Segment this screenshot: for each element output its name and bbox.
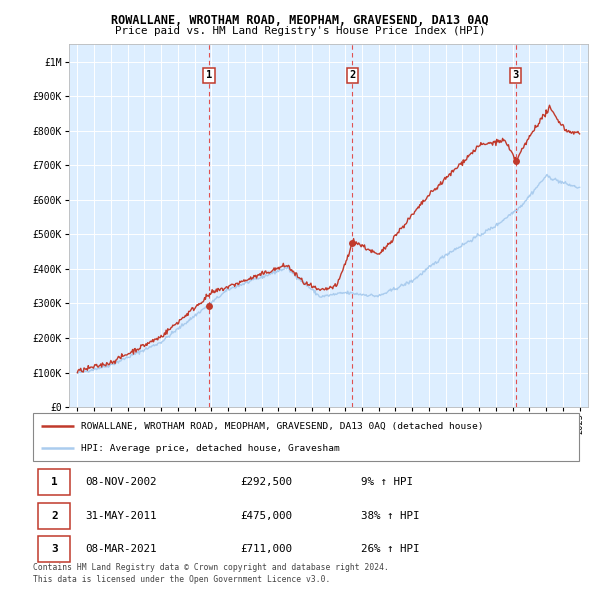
Text: This data is licensed under the Open Government Licence v3.0.: This data is licensed under the Open Gov… [33, 575, 331, 584]
Text: Contains HM Land Registry data © Crown copyright and database right 2024.: Contains HM Land Registry data © Crown c… [33, 563, 389, 572]
Text: 1: 1 [206, 70, 212, 80]
Text: £475,000: £475,000 [241, 511, 292, 520]
Bar [38, 503, 70, 529]
Text: 31-MAY-2011: 31-MAY-2011 [85, 511, 157, 520]
Bar [38, 536, 70, 562]
Text: HPI: Average price, detached house, Gravesham: HPI: Average price, detached house, Grav… [81, 444, 340, 453]
Text: 2: 2 [349, 70, 355, 80]
Text: ROWALLANE, WROTHAM ROAD, MEOPHAM, GRAVESEND, DA13 0AQ: ROWALLANE, WROTHAM ROAD, MEOPHAM, GRAVES… [111, 14, 489, 27]
Text: 3: 3 [51, 545, 58, 554]
Text: 26% ↑ HPI: 26% ↑ HPI [361, 545, 419, 554]
Text: 08-MAR-2021: 08-MAR-2021 [85, 545, 157, 554]
Bar [38, 469, 70, 495]
Text: 9% ↑ HPI: 9% ↑ HPI [361, 477, 413, 487]
Text: 08-NOV-2002: 08-NOV-2002 [85, 477, 157, 487]
Text: £292,500: £292,500 [241, 477, 292, 487]
Text: Price paid vs. HM Land Registry's House Price Index (HPI): Price paid vs. HM Land Registry's House … [115, 26, 485, 36]
Text: 2: 2 [51, 511, 58, 520]
Text: 1: 1 [51, 477, 58, 487]
Text: ROWALLANE, WROTHAM ROAD, MEOPHAM, GRAVESEND, DA13 0AQ (detached house): ROWALLANE, WROTHAM ROAD, MEOPHAM, GRAVES… [81, 422, 484, 431]
Text: 3: 3 [512, 70, 519, 80]
Text: 38% ↑ HPI: 38% ↑ HPI [361, 511, 419, 520]
Text: £711,000: £711,000 [241, 545, 292, 554]
